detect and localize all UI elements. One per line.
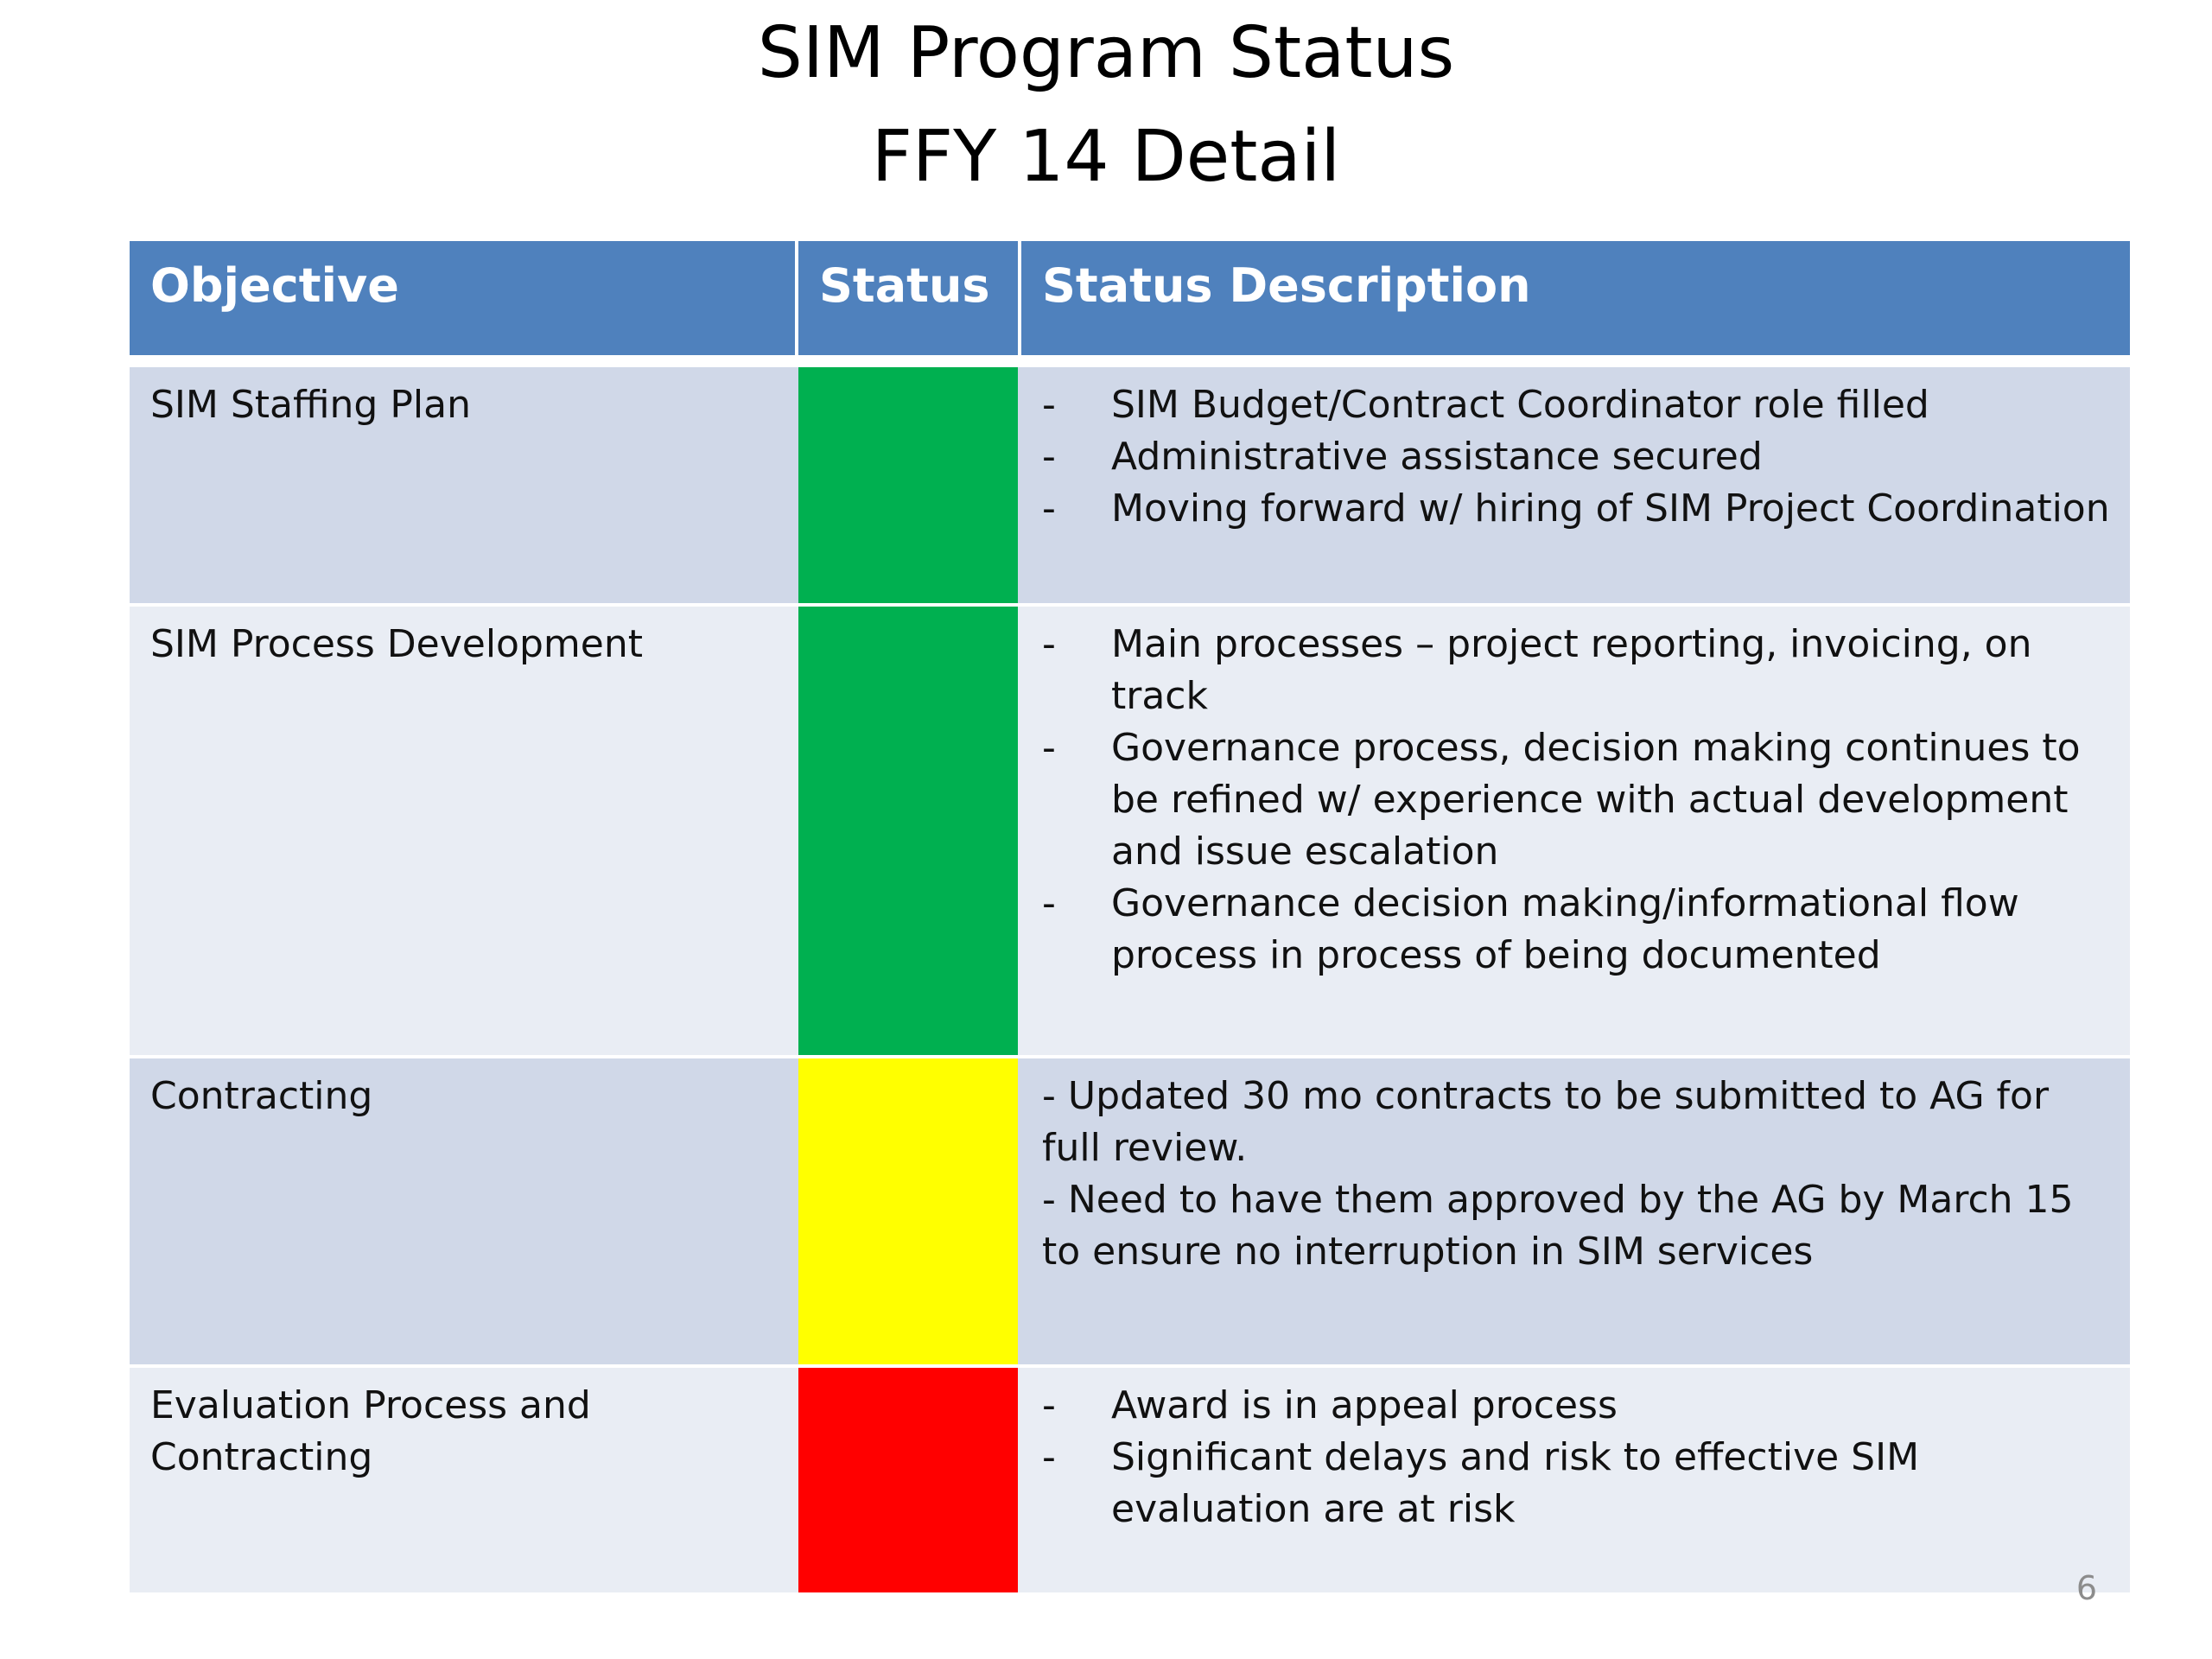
- description-item: - Governance process, decision making con…: [1042, 722, 2114, 878]
- description-list: - Award is in appeal process - Significant…: [1042, 1380, 2114, 1535]
- dash-marker: -: [1042, 622, 1056, 666]
- description-cell: - SIM Budget/Contract Coordinator role fi…: [1021, 367, 2130, 603]
- description-list: - Main processes – project reporting, inv…: [1042, 619, 2114, 982]
- table-row: SIM Staffing Plan - SIM Budget/Contract C…: [130, 367, 2130, 603]
- description-item: - Significant delays and risk to effectiv…: [1042, 1432, 2114, 1535]
- status-indicator: [798, 1058, 1018, 1364]
- description-item: - Moving forward w/ hiring of SIM Project…: [1042, 483, 2114, 535]
- dash-marker: -: [1042, 881, 1056, 925]
- status-indicator: [798, 367, 1018, 603]
- description-cell: - Award is in appeal process - Significant…: [1021, 1368, 2130, 1592]
- header-status-description: Status Description: [1021, 241, 2130, 355]
- table-header-row: Objective Status Status Description: [130, 241, 2130, 355]
- dash-marker: -: [1042, 726, 1056, 770]
- description-list: - SIM Budget/Contract Coordinator role fi…: [1042, 379, 2114, 535]
- status-indicator: [798, 607, 1018, 1055]
- description-line: - Updated 30 mo contracts to be submitte…: [1042, 1074, 2050, 1170]
- dash-marker: -: [1042, 486, 1056, 531]
- objective-cell: Evaluation Process and Contracting: [150, 1383, 591, 1479]
- status-indicator: [798, 1368, 1018, 1592]
- header-status: Status: [798, 241, 1018, 355]
- description-item: - Main processes – project reporting, inv…: [1042, 619, 2114, 722]
- dash-marker: -: [1042, 1383, 1056, 1427]
- objective-cell: SIM Process Development: [150, 622, 643, 666]
- title-line-2: FFY 14 Detail: [871, 116, 1341, 198]
- description-cell: - Main processes – project reporting, inv…: [1021, 607, 2130, 1055]
- description-item: - Administrative assistance secured: [1042, 431, 2114, 483]
- description-line: - Need to have them approved by the AG b…: [1042, 1178, 2074, 1274]
- description-cell: - Updated 30 mo contracts to be submitte…: [1021, 1058, 2130, 1364]
- objective-cell: SIM Staffing Plan: [150, 383, 471, 427]
- table-row: Contracting - Updated 30 mo contracts to…: [130, 1058, 2130, 1364]
- status-table: Objective Status Status Description SIM …: [130, 241, 2130, 1592]
- page-number: 6: [2075, 1569, 2098, 1607]
- dash-marker: -: [1042, 1435, 1056, 1479]
- description-item: - Award is in appeal process: [1042, 1380, 2114, 1432]
- table-row: SIM Process Development - Main processes …: [130, 607, 2130, 1055]
- title-line-1: SIM Program Status: [757, 12, 1455, 94]
- description-item: - Governance decision making/informationa…: [1042, 878, 2114, 982]
- dash-marker: -: [1042, 383, 1056, 427]
- table-row: Evaluation Process and Contracting - Awar…: [130, 1368, 2130, 1592]
- objective-cell: Contracting: [150, 1074, 373, 1118]
- description-item: - SIM Budget/Contract Coordinator role fi…: [1042, 379, 2114, 431]
- header-objective: Objective: [130, 241, 795, 355]
- dash-marker: -: [1042, 435, 1056, 479]
